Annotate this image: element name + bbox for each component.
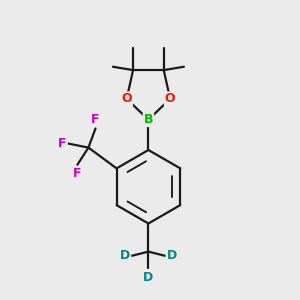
Text: D: D [143,272,154,284]
Text: F: F [91,113,100,126]
Text: B: B [144,113,153,126]
Text: O: O [165,92,176,105]
Text: O: O [122,92,132,105]
Text: F: F [58,137,67,150]
Text: F: F [73,167,82,180]
Text: D: D [120,249,130,262]
Text: D: D [167,249,177,262]
